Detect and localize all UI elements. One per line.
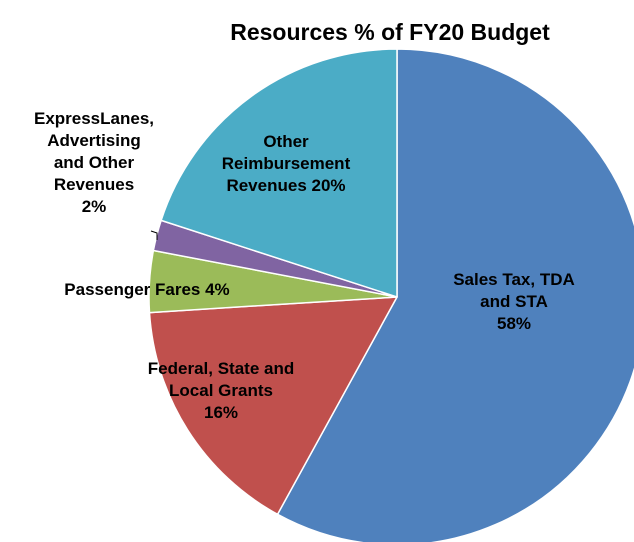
slice-label-passenger-fares: Passenger Fares 4% (64, 280, 229, 299)
pie-slice-grants (148, 296, 398, 516)
slice-label-line: Revenues 20% (226, 176, 345, 195)
expresslanes-leader-line (150, 230, 158, 240)
pie-slices (148, 48, 634, 542)
slice-label-line: Advertising (47, 131, 141, 150)
slice-label-line: 58% (497, 314, 531, 333)
slice-label-expresslanes: ExpressLanes, Advertising and Other Revenue… (34, 109, 154, 216)
slice-label-line: Local Grants (169, 381, 273, 400)
slice-label-line: Reimbursement (222, 154, 351, 173)
slice-label-other-reimbursement: Other Reimbursement Revenues 20% (222, 132, 351, 195)
slice-label-line: Other (263, 132, 309, 151)
slice-label-line: Sales Tax, TDA (453, 270, 575, 289)
slice-label-line: 2% (82, 197, 107, 216)
pie-slice-sales-tax (276, 48, 634, 542)
slice-labels: Sales Tax, TDA and STA 58% Federal, State a… (34, 109, 575, 422)
slice-label-line: ExpressLanes, (34, 109, 154, 128)
chart-title: Resources % of FY20 Budget (230, 19, 550, 45)
slice-label-line: Revenues (54, 175, 134, 194)
slice-label-line: and Other (54, 153, 135, 172)
slice-label-line: Passenger Fares 4% (64, 280, 229, 299)
slice-label-grants: Federal, State and Local Grants 16% (148, 359, 294, 422)
slice-label-line: and STA (480, 292, 548, 311)
slice-label-line: 16% (204, 403, 238, 422)
pie-slice-other-reimbursement (160, 48, 398, 298)
slice-label-sales-tax: Sales Tax, TDA and STA 58% (453, 270, 575, 333)
slice-label-line: Federal, State and (148, 359, 294, 378)
